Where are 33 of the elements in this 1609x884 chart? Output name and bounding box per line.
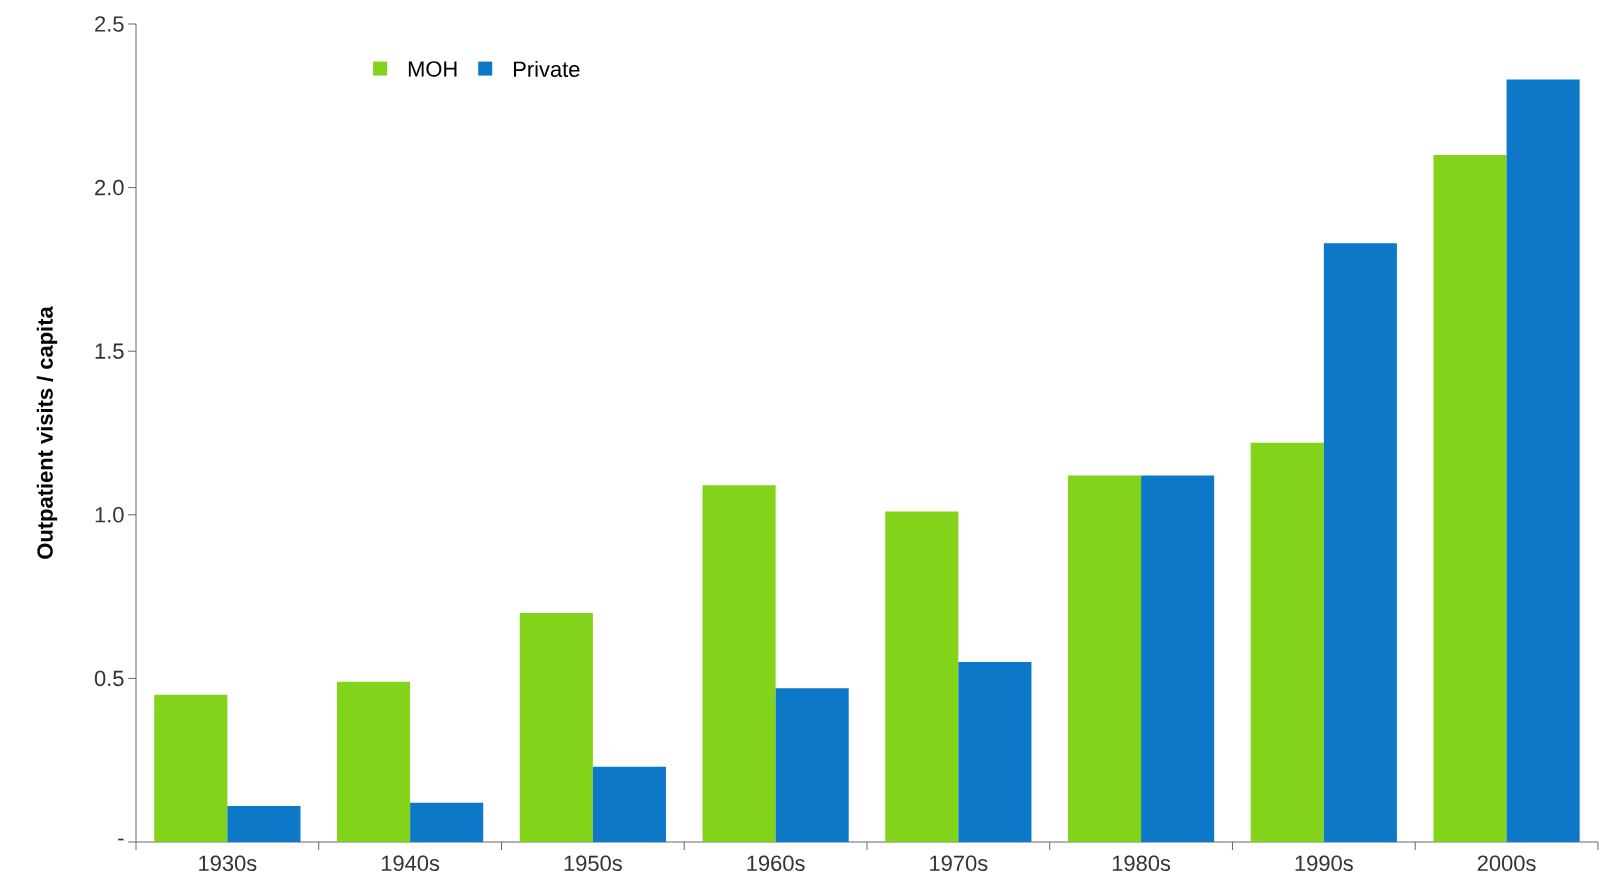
bar: [410, 802, 484, 842]
bar: [1506, 79, 1580, 842]
legend-label: MOH: [408, 61, 457, 77]
x-tick-label: 1950s: [564, 855, 622, 872]
bar: [1141, 475, 1215, 842]
bar: [1067, 475, 1142, 842]
x-tick-label: 1940s: [381, 855, 440, 872]
bar: [775, 688, 849, 842]
bar: [227, 806, 301, 842]
bar: [1433, 154, 1507, 842]
bar: [519, 612, 593, 842]
x-tick-label: 1980s: [1112, 855, 1171, 872]
bar: [885, 511, 959, 842]
bar: [337, 681, 411, 842]
y-axis-title: Outpatient visits / capita: [36, 306, 58, 559]
x-tick-label: 2000s: [1477, 855, 1536, 872]
y-tick-label: 1.5: [95, 343, 124, 359]
bar: [702, 485, 776, 842]
y-tick-label: 2.0: [95, 179, 124, 196]
y-tick-label: -: [118, 838, 124, 841]
x-tick-label: 1960s: [747, 855, 805, 872]
bar: [1323, 243, 1397, 842]
bar: [1250, 442, 1324, 842]
x-tick-label: 1970s: [930, 855, 988, 872]
bar: [592, 766, 666, 842]
y-tick-label: 0.5: [94, 670, 124, 687]
y-tick-label: 1.0: [95, 507, 124, 523]
bar: [958, 662, 1032, 842]
bar: [154, 694, 228, 842]
x-tick-label: 1990s: [1295, 855, 1353, 872]
y-tick-label: 2.5: [95, 16, 124, 32]
legend-label: Private: [514, 60, 580, 77]
x-tick-label: 1930s: [199, 855, 257, 872]
